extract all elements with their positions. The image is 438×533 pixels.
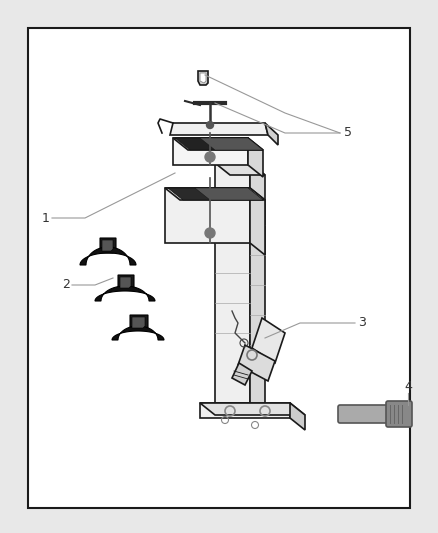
Polygon shape (173, 138, 263, 150)
Text: 4: 4 (404, 381, 412, 393)
Polygon shape (95, 286, 155, 301)
Polygon shape (200, 73, 206, 83)
Polygon shape (165, 188, 265, 200)
Polygon shape (168, 188, 263, 200)
Text: 3: 3 (358, 317, 366, 329)
Polygon shape (195, 188, 263, 200)
Polygon shape (248, 138, 263, 177)
Polygon shape (250, 188, 265, 255)
Polygon shape (165, 188, 250, 243)
Polygon shape (238, 345, 275, 381)
Polygon shape (173, 138, 248, 165)
Circle shape (206, 122, 213, 128)
Polygon shape (215, 163, 250, 403)
Polygon shape (250, 163, 265, 415)
Polygon shape (175, 138, 263, 150)
Polygon shape (215, 163, 265, 175)
Polygon shape (232, 363, 252, 385)
Polygon shape (100, 238, 116, 253)
Polygon shape (200, 403, 305, 415)
Polygon shape (252, 318, 285, 363)
Circle shape (205, 228, 215, 238)
FancyBboxPatch shape (338, 405, 397, 423)
Polygon shape (132, 317, 145, 328)
Polygon shape (265, 123, 278, 145)
Polygon shape (112, 326, 164, 340)
Polygon shape (80, 247, 136, 265)
Text: 5: 5 (344, 126, 352, 140)
Polygon shape (200, 138, 263, 150)
Polygon shape (290, 403, 305, 430)
Polygon shape (200, 403, 290, 418)
FancyBboxPatch shape (28, 28, 410, 508)
Circle shape (205, 152, 215, 162)
Polygon shape (170, 123, 268, 135)
Polygon shape (198, 71, 208, 85)
FancyBboxPatch shape (386, 401, 412, 427)
Text: 1: 1 (42, 212, 50, 224)
Polygon shape (120, 277, 131, 288)
Polygon shape (130, 315, 148, 330)
Text: 2: 2 (62, 279, 70, 292)
Polygon shape (118, 275, 134, 290)
Polygon shape (102, 240, 113, 251)
